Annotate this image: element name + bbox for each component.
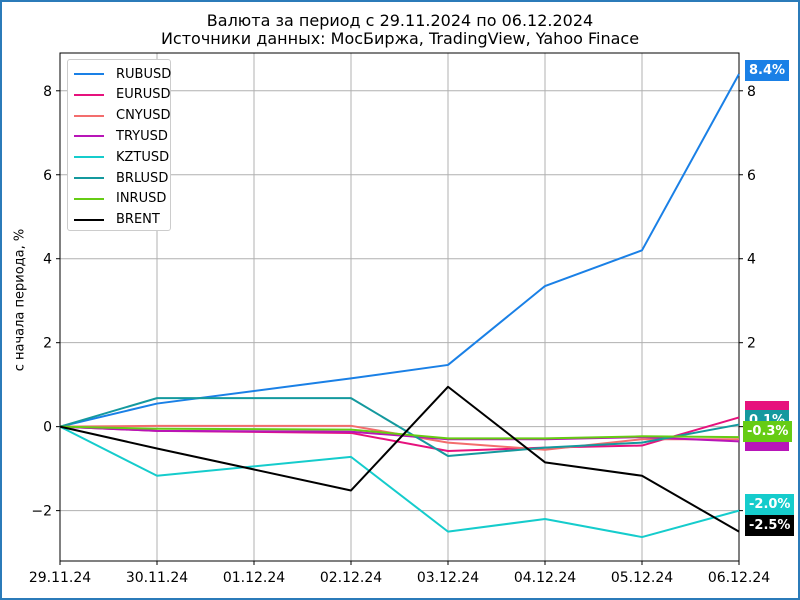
- x-tick-label: 06.12.24: [708, 570, 770, 586]
- value-badge: -0.3%: [743, 421, 793, 442]
- y-tick-label-left: 8: [43, 84, 52, 100]
- badge-strip: [745, 401, 789, 411]
- legend-label: BRLUSD: [116, 170, 169, 186]
- series-line-rubusd: [59, 73, 740, 428]
- x-tick-label: 30.11.24: [126, 570, 188, 586]
- chart-title: Валюта за период с 29.11.2024 по 06.12.2…: [206, 11, 594, 30]
- x-tick-label: 04.12.24: [514, 570, 576, 586]
- x-tick-label: 02.12.24: [320, 570, 382, 586]
- legend-swatch: [74, 135, 104, 138]
- legend-swatch: [74, 73, 104, 75]
- legend-label: CNYUSD: [116, 108, 171, 124]
- chart-legend: RUBUSD EURUSD CNYUSD TRYUSD KZTUSD BRLUSD INRU…: [67, 59, 171, 231]
- y-tick-label-left: 4: [43, 252, 52, 268]
- plot-area-border: [59, 52, 740, 562]
- legend-label: INRUSD: [116, 191, 167, 207]
- legend-label: BRENT: [116, 212, 160, 228]
- legend-item: INRUSD: [74, 189, 166, 209]
- series-line-inrusd: [59, 425, 740, 440]
- y-tick-label-left: 0: [43, 420, 52, 436]
- x-tick-label: 01.12.24: [223, 570, 285, 586]
- legend-item: RUBUSD: [74, 64, 171, 84]
- y-tick-label-right: 6: [747, 168, 756, 184]
- y-tick-label-right: 8: [747, 84, 756, 100]
- legend-label: EURUSD: [116, 87, 171, 103]
- y-tick-label-left: 2: [43, 336, 52, 352]
- series-line-cnyusd: [59, 424, 739, 451]
- y-tick-label-right: 4: [747, 252, 756, 268]
- y-tick-label-right: 2: [747, 336, 756, 352]
- legend-label: KZTUSD: [116, 149, 170, 165]
- x-tick-label: 29.11.24: [29, 570, 91, 586]
- legend-swatch: [74, 93, 104, 96]
- x-tick-label: 05.12.24: [611, 570, 673, 586]
- legend-swatch: [74, 156, 104, 159]
- legend-item: EURUSD: [74, 85, 171, 105]
- value-badge: -2.0%: [745, 494, 795, 515]
- legend-swatch: [74, 218, 104, 221]
- series-line-brent: [59, 385, 740, 533]
- legend-label: TRYUSD: [116, 128, 168, 144]
- y-tick-label-left: −2: [31, 504, 52, 520]
- series-line-kztusd: [59, 425, 740, 539]
- legend-item: BRLUSD: [74, 168, 168, 188]
- chart-subtitle: Источники данных: МосБиржа, TradingView,…: [160, 29, 640, 48]
- legend-swatch: [74, 114, 104, 117]
- legend-item: BRENT: [74, 210, 160, 230]
- legend-item: TRYUSD: [74, 126, 168, 146]
- legend-swatch: [74, 177, 104, 179]
- y-tick-label-left: 6: [43, 168, 52, 184]
- legend-swatch: [74, 197, 104, 200]
- x-tick-label: 03.12.24: [417, 570, 479, 586]
- value-badge: -2.5%: [745, 515, 795, 536]
- legend-item: KZTUSD: [74, 147, 169, 167]
- legend-label: RUBUSD: [116, 66, 172, 82]
- value-badge: 8.4%: [745, 60, 790, 81]
- legend-item: CNYUSD: [74, 106, 171, 126]
- badge-strip: [745, 440, 789, 451]
- series-line-brlusd: [59, 397, 740, 458]
